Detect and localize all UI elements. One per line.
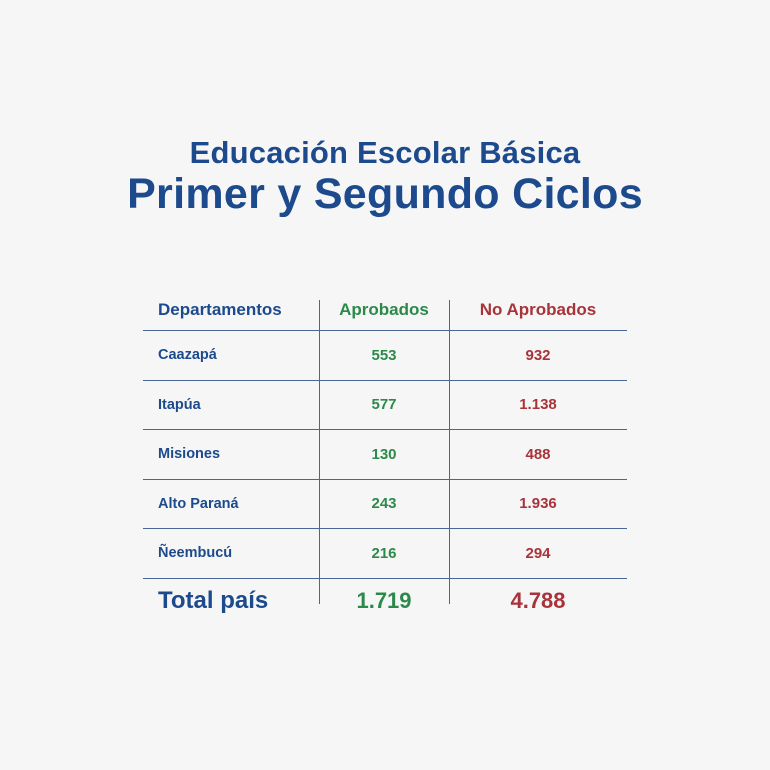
not-approved-value: 932 <box>525 346 551 364</box>
table-row: Itapúa 577 1.138 <box>143 381 627 430</box>
results-table: Departamentos Aprobados No Aprobados Caa… <box>143 290 627 623</box>
approved-value: 243 <box>371 495 397 513</box>
total-label: Total país <box>158 586 269 614</box>
header-no-aprobados: No Aprobados <box>479 300 597 319</box>
not-approved-value: 1.138 <box>519 396 557 414</box>
table-row: Caazapá 553 932 <box>143 331 627 381</box>
table-header-row: Departamentos Aprobados No Aprobados <box>143 290 627 331</box>
department-name: Misiones <box>158 446 221 463</box>
approved-value: 130 <box>371 445 397 463</box>
not-approved-value: 294 <box>525 544 551 562</box>
table-row: Alto Paraná 243 1.936 <box>143 480 627 529</box>
approved-value: 577 <box>371 396 397 414</box>
title-line-1: Educación Escolar Básica <box>189 135 581 170</box>
not-approved-value: 1.936 <box>519 495 557 513</box>
total-row: Total país 1.719 4.788 <box>143 579 627 623</box>
approved-value: 553 <box>371 346 397 364</box>
column-divider-2 <box>449 300 450 604</box>
header-aprobados: Aprobados <box>339 300 429 319</box>
table-row: Misiones 130 488 <box>143 430 627 480</box>
total-approved: 1.719 <box>356 587 412 613</box>
not-approved-value: 488 <box>525 445 551 463</box>
title-line-2: Primer y Segundo Ciclos <box>127 170 643 218</box>
header-departamentos: Departamentos <box>158 300 282 319</box>
total-not-approved: 4.788 <box>510 587 566 613</box>
table-row: Ñeembucú 216 294 <box>143 529 627 579</box>
department-name: Alto Paraná <box>158 495 239 512</box>
department-name: Ñeembucú <box>158 545 233 562</box>
department-name: Itapúa <box>158 396 201 413</box>
department-name: Caazapá <box>158 347 217 364</box>
column-divider-1 <box>319 300 320 604</box>
approved-value: 216 <box>371 544 397 562</box>
